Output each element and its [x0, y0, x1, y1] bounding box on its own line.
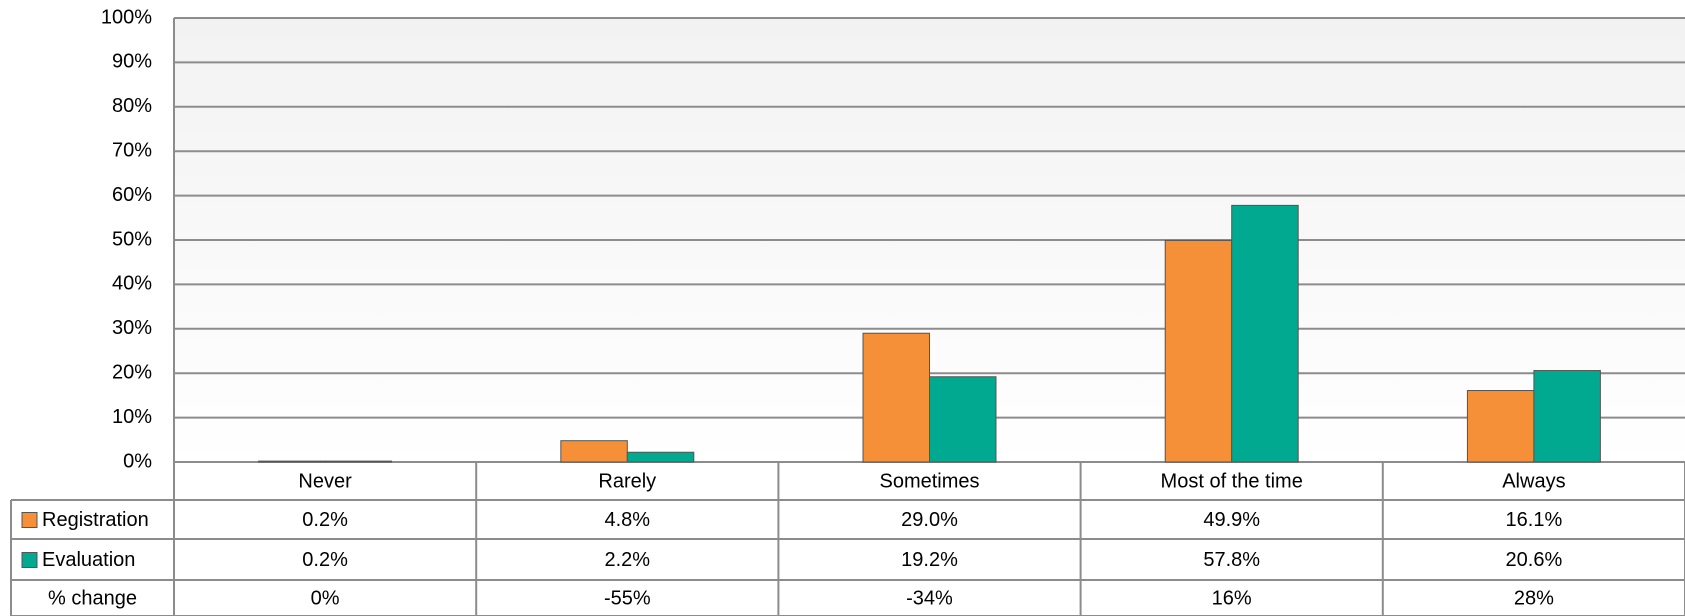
y-tick-label: 20%	[112, 361, 152, 383]
table-cell: 28%	[1514, 587, 1554, 609]
y-tick-label: 30%	[112, 317, 152, 339]
legend-label: Registration	[42, 509, 149, 531]
x-tick-label: Sometimes	[879, 470, 979, 492]
bar	[324, 460, 393, 463]
x-tick-label: Never	[298, 470, 352, 492]
bar	[1466, 390, 1535, 463]
table-cell: 0%	[311, 587, 340, 609]
table-cell: 0.2%	[302, 549, 348, 571]
table-cell: 49.9%	[1203, 509, 1260, 531]
bar	[1533, 370, 1601, 463]
x-tick-label: Most of the time	[1161, 470, 1303, 492]
x-tick-label: Always	[1502, 470, 1565, 492]
table-cell: 0.2%	[302, 509, 348, 531]
bar	[1231, 204, 1299, 463]
legend-swatch	[21, 552, 38, 568]
legend-swatch	[21, 512, 38, 528]
table-cell: -34%	[906, 587, 953, 609]
table-cell: 29.0%	[901, 509, 958, 531]
y-tick-label: 80%	[112, 95, 152, 117]
bar	[560, 440, 628, 463]
bar	[1164, 239, 1233, 463]
bar	[258, 460, 326, 463]
table-cell: 19.2%	[901, 549, 958, 571]
y-tick-label: 70%	[112, 139, 152, 161]
table-cell: 4.8%	[605, 509, 651, 531]
table-cell: 57.8%	[1203, 549, 1260, 571]
y-tick-label: 10%	[112, 406, 152, 428]
table-cell: 2.2%	[605, 549, 651, 571]
table-cell: -55%	[604, 587, 651, 609]
y-tick-label: 50%	[112, 228, 152, 250]
y-tick-label: 60%	[112, 184, 152, 206]
bar	[862, 332, 930, 463]
bar	[929, 376, 997, 463]
legend-label: Evaluation	[42, 549, 135, 571]
table-cell: 16%	[1212, 587, 1252, 609]
table-cell: 20.6%	[1506, 549, 1563, 571]
y-tick-label: 0%	[123, 450, 152, 472]
y-tick-label: 90%	[112, 51, 152, 73]
y-tick-label: 40%	[112, 273, 152, 295]
x-tick-label: Rarely	[598, 470, 656, 492]
y-tick-label: 100%	[101, 6, 152, 28]
row-label: % change	[48, 587, 137, 609]
bar	[626, 451, 695, 463]
table-cell: 16.1%	[1506, 509, 1563, 531]
